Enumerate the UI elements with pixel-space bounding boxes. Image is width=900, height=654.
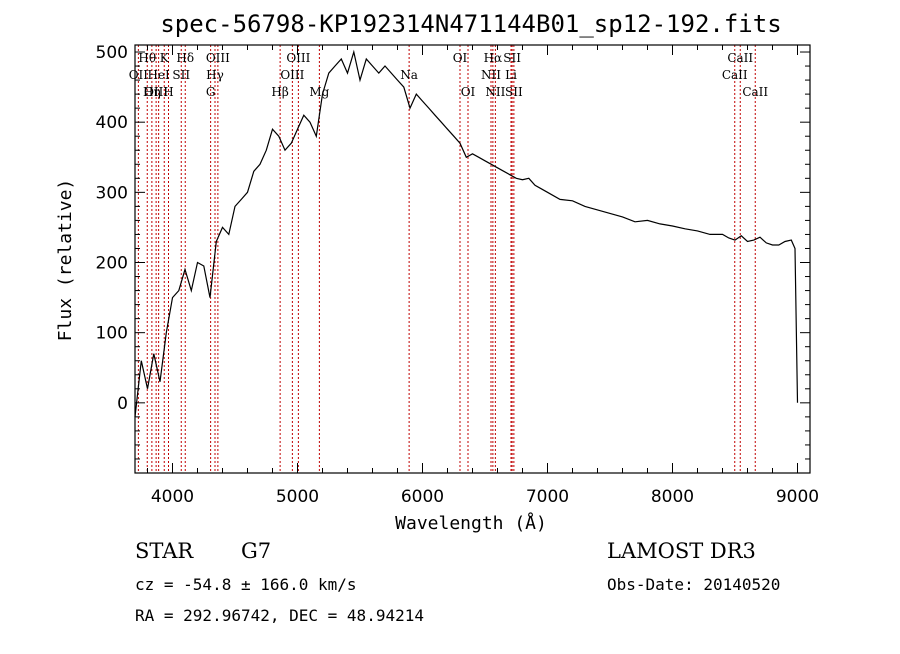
spectral-line-label: Na — [400, 68, 418, 82]
spectral-line-markers — [137, 45, 756, 473]
spectral-line-label: H — [163, 85, 173, 99]
y-tick-label: 300 — [96, 183, 128, 203]
spectral-line-label: CaII — [722, 68, 748, 82]
object-class: STAR — [135, 539, 194, 563]
y-tick-label: 200 — [96, 254, 128, 274]
survey-name: LAMOST DR3 — [607, 539, 756, 563]
chart-title: spec-56798-KP192314N471144B01_sp12-192.f… — [160, 10, 781, 38]
spectral-line-label: SII — [503, 51, 521, 65]
x-tick-label: 9000 — [776, 487, 819, 507]
object-subclass: G7 — [241, 539, 271, 563]
spectral-line-label: OIII — [144, 85, 168, 99]
spectral-line-label: CaII — [742, 85, 768, 99]
y-tick-label: 0 — [117, 394, 128, 414]
spectral-line-label: Hγ — [206, 68, 224, 82]
spectral-line-label: OIII — [280, 68, 304, 82]
y-tick-label: 500 — [96, 43, 128, 63]
x-axis-label: Wavelength (Å) — [395, 512, 547, 534]
x-tick-label: 7000 — [526, 487, 569, 507]
redshift-velocity: cz = -54.8 ± 166.0 km/s — [135, 575, 357, 594]
y-tick-label: 100 — [96, 324, 128, 344]
spectral-line-label: Mg — [309, 85, 329, 99]
spectral-line-label: OI — [453, 51, 468, 65]
spectral-line-label: Hβ — [271, 85, 288, 99]
x-tick-label: 4000 — [151, 487, 194, 507]
spectral-line-labels: Hθ OII OIII K HeI Hη SII H Hδ OIII Hγ G Hβ OIII OIII Mg… — [129, 51, 769, 99]
spectral-line-label: HeI — [147, 68, 170, 82]
spectral-line-label: Hη — [143, 85, 161, 99]
spectral-line-label: Li — [505, 68, 517, 82]
plot-frame — [134, 44, 811, 474]
spectral-line-label: OIII — [206, 51, 230, 65]
x-axis-ticks: 4000 5000 6000 7000 8000 9000 — [147, 45, 819, 507]
x-tick-label: 8000 — [651, 487, 694, 507]
spectral-line-label: SII — [172, 68, 190, 82]
y-axis-label: Flux (relative) — [55, 179, 76, 342]
spectral-line-label: NII — [485, 85, 505, 99]
spectral-line-label: OII — [129, 68, 149, 82]
x-tick-label: 5000 — [276, 487, 319, 507]
spectral-line-label: CaII — [727, 51, 753, 65]
spectral-line-label: OI — [461, 85, 476, 99]
spectral-line-label: Hα — [484, 51, 503, 65]
spectral-line-label: Hθ — [138, 51, 156, 65]
spectral-line-label: OIII — [286, 51, 310, 65]
observation-date: Obs-Date: 20140520 — [607, 575, 780, 594]
spectral-line-label: NII — [481, 68, 501, 82]
spectral-line-label: G — [206, 85, 216, 99]
x-tick-label: 6000 — [401, 487, 444, 507]
y-axis-ticks: 0 100 200 300 400 500 — [96, 43, 810, 460]
y-tick-label: 400 — [96, 113, 128, 133]
spectrum-series-line — [134, 49, 799, 417]
spectral-line-label: Hδ — [176, 51, 194, 65]
spectral-line-label: K — [160, 51, 170, 65]
sky-coordinates: RA = 292.96742, DEC = 48.94214 — [135, 606, 424, 625]
spectral-line-label: SII — [505, 85, 523, 99]
